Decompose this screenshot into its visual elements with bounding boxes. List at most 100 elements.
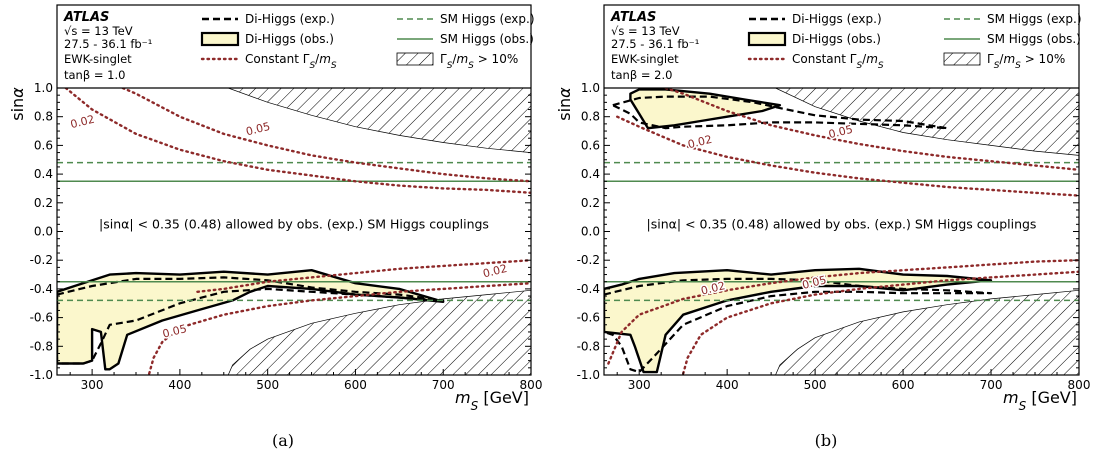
legend-label: SM Higgs (exp.) — [440, 12, 535, 26]
x-axis-title: mS [GeV] — [455, 388, 529, 413]
width-exclusion-region — [228, 88, 531, 153]
legend-label: Di-Higgs (exp.) — [245, 12, 335, 26]
legend-item: Constant ΓS/mS — [747, 52, 884, 71]
y-tick-label: -1.0 — [577, 368, 600, 382]
legend-label: SM Higgs (exp.) — [987, 12, 1082, 26]
legend-item: SM Higgs (exp.) — [944, 12, 1082, 26]
x-tick-label: 700 — [432, 378, 455, 392]
coupling-annotation: |sinα| < 0.35 (0.48) allowed by obs. (ex… — [647, 217, 1037, 232]
y-tick-label: -0.8 — [577, 339, 600, 353]
y-tick-label: 0.6 — [34, 138, 53, 152]
constant-width-line — [121, 88, 531, 183]
y-tick-label: 0.4 — [34, 167, 53, 181]
constant-width-line — [64, 88, 531, 195]
x-tick-label: 400 — [716, 378, 739, 392]
caption-b: (b) — [815, 431, 838, 450]
y-axis-title: sinα — [8, 87, 27, 121]
y-tick-label: -0.4 — [30, 282, 53, 296]
tanbeta-label: tanβ = 1.0 — [64, 68, 125, 82]
width-exclusion-region — [227, 289, 531, 375]
constant-width-line — [196, 259, 531, 293]
dihiggs-obs-region — [629, 88, 782, 130]
x-tick-label: 400 — [168, 378, 191, 392]
y-tick-label: -0.8 — [30, 339, 53, 353]
legend-label: ΓS/mS > 10% — [987, 52, 1065, 71]
legend-swatch — [747, 31, 787, 47]
x-tick-label: 300 — [628, 378, 651, 392]
legend-item: SM Higgs (exp.) — [397, 12, 535, 26]
y-tick-label: 0.4 — [581, 167, 600, 181]
y-tick-label: 0.0 — [581, 225, 600, 239]
constant-width-line — [664, 88, 1079, 172]
legend-label: Di-Higgs (obs.) — [792, 32, 881, 46]
dihiggs-exp-contour — [57, 276, 445, 365]
y-tick-label: 0.8 — [34, 110, 53, 124]
legend-label: Di-Higgs (obs.) — [245, 32, 334, 46]
panel-a: 0.02 0.05 0.02 0.05 |sinα| < 0.35 (0.48) all… — [8, 4, 543, 413]
legend-swatch — [943, 52, 981, 66]
y-tick-label: -0.2 — [30, 253, 53, 267]
legend-label: Constant ΓS/mS — [792, 52, 884, 71]
constant-width-line — [682, 270, 1079, 375]
width-contour-label: 0.02 — [69, 113, 96, 132]
y-tick-label: 0.2 — [581, 196, 600, 210]
model-label: EWK-singlet — [611, 52, 679, 66]
y-tick-label: -0.2 — [577, 253, 600, 267]
constant-width-line — [147, 282, 531, 375]
coupling-annotation: |sinα| < 0.35 (0.48) allowed by obs. (ex… — [99, 217, 489, 232]
x-tick-label: 800 — [1068, 378, 1091, 392]
y-tick-label: -1.0 — [30, 368, 53, 382]
legend-item: Di-Higgs (obs.) — [200, 31, 334, 47]
legend-item: ΓS/mS > 10% — [396, 52, 518, 71]
y-tick-label: 1.0 — [34, 81, 53, 95]
legend-label: Di-Higgs (exp.) — [792, 12, 882, 26]
width-contour-label: 0.05 — [161, 322, 188, 341]
atlas-label: ATLAS — [63, 10, 109, 25]
legend-item: Constant ΓS/mS — [200, 52, 337, 71]
x-tick-label: 600 — [892, 378, 915, 392]
legend-label: SM Higgs (obs.) — [440, 32, 534, 46]
legend-item: ΓS/mS > 10% — [943, 52, 1065, 71]
caption-a: (a) — [272, 431, 294, 450]
width-exclusion-region — [775, 88, 1079, 156]
dihiggs-obs-region — [604, 267, 993, 374]
x-tick-label: 800 — [520, 378, 543, 392]
y-tick-label: 0.6 — [581, 138, 600, 152]
dihiggs-obs-region — [57, 269, 445, 371]
width-exclusion-region — [775, 289, 1079, 375]
legend-label: SM Higgs (obs.) — [987, 32, 1081, 46]
legend-swatch — [200, 31, 240, 47]
constant-width-line — [616, 115, 1079, 197]
width-contour-label: 0.05 — [245, 120, 272, 139]
width-contour-label: 0.02 — [482, 262, 509, 281]
y-tick-label: 1.0 — [581, 81, 600, 95]
dihiggs-exp-contour — [604, 277, 993, 374]
width-contour-label: 0.05 — [827, 123, 854, 142]
legend-label: ΓS/mS > 10% — [440, 52, 518, 71]
x-tick-label: 700 — [980, 378, 1003, 392]
axes-frame — [56, 4, 532, 376]
legend-item: SM Higgs (obs.) — [397, 32, 534, 46]
energy-label: √s = 13 TeV — [64, 24, 133, 38]
y-axis-title: sinα — [555, 87, 574, 121]
legend-item: Di-Higgs (exp.) — [749, 12, 882, 26]
y-tick-label: -0.4 — [577, 282, 600, 296]
dihiggs-exp-contour — [611, 95, 949, 130]
y-tick-label: 0.2 — [34, 196, 53, 210]
tanbeta-label: tanβ = 2.0 — [611, 68, 672, 82]
legend-item: Di-Higgs (exp.) — [202, 12, 335, 26]
legend-item: SM Higgs (obs.) — [944, 32, 1081, 46]
y-tick-label: 0.0 — [34, 225, 53, 239]
x-tick-label: 500 — [256, 378, 279, 392]
x-tick-label: 500 — [804, 378, 827, 392]
legend-item: Di-Higgs (obs.) — [747, 31, 881, 47]
luminosity-label: 27.5 - 36.1 fb⁻¹ — [611, 37, 699, 51]
panel-b: 0.020.050.02 0.05|sinα| < 0.35 (0.48) all… — [555, 4, 1091, 413]
width-contour-label: 0.02 — [686, 133, 713, 152]
model-label: EWK-singlet — [64, 52, 132, 66]
x-axis-title: mS [GeV] — [1003, 388, 1077, 413]
luminosity-label: 27.5 - 36.1 fb⁻¹ — [64, 37, 152, 51]
y-tick-label: -0.6 — [577, 311, 600, 325]
x-tick-label: 300 — [81, 378, 104, 392]
